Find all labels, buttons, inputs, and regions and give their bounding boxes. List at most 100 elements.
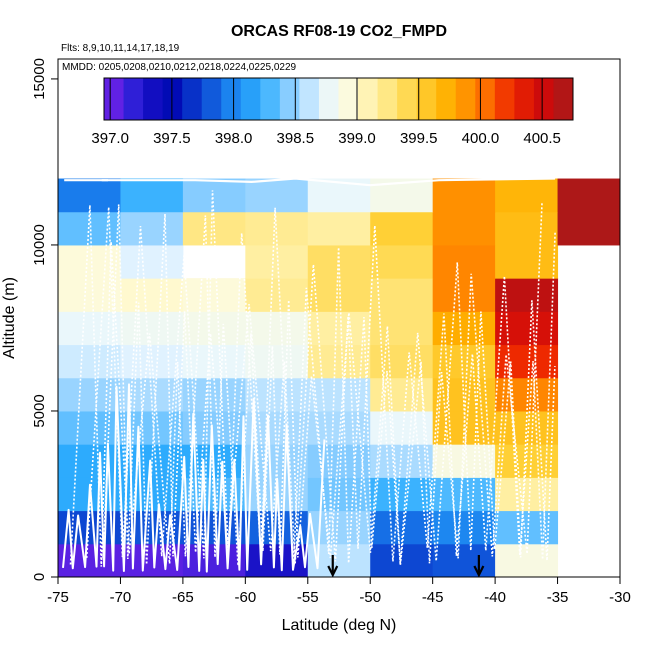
y-axis: 0 5000 10000 15000	[31, 58, 58, 581]
x-axis: -75 -70 -65 -60 -55 -50 -45 -40 -35 -30	[47, 577, 631, 606]
x-tick-label: -70	[110, 589, 132, 606]
colorbar-ticks: 397.0 397.5 398.0 398.5 399.0 399.5 400.0 400.5	[91, 78, 561, 147]
heatmap-cell	[307, 278, 371, 312]
flight-track	[101, 177, 556, 187]
heatmap-cell	[432, 278, 496, 312]
heatmap-cell	[58, 444, 121, 478]
x-tick-label: -30	[609, 589, 631, 606]
x-tick-label: -40	[484, 589, 506, 606]
colorbar-swatch	[299, 78, 320, 120]
colorbar-swatch	[182, 78, 203, 120]
latitude-arrows	[327, 555, 485, 578]
heatmap-cell	[182, 278, 246, 312]
colorbar-tick-label: 398.0	[215, 130, 253, 147]
heatmap-cell	[120, 278, 184, 312]
colorbar-tick-label: 400.5	[523, 130, 561, 147]
latitude-arrow-head	[327, 565, 339, 578]
colorbar-swatch	[494, 78, 515, 120]
colorbar-swatch	[318, 78, 339, 120]
flight-track	[69, 203, 543, 567]
heatmap-cell	[58, 244, 121, 279]
heatmap-cell	[120, 211, 184, 246]
heatmap-cell	[245, 178, 309, 213]
colorbar-swatch	[279, 78, 300, 120]
colorbar-swatch	[162, 78, 183, 120]
heatmap-cell	[120, 244, 184, 279]
heatmap-cell	[182, 311, 246, 346]
heatmap-cell	[432, 477, 496, 512]
heatmap-cell	[495, 311, 559, 346]
heatmap-cell	[58, 278, 121, 312]
colorbar-swatch	[416, 78, 437, 120]
colorbar-tick-label: 400.0	[462, 130, 500, 147]
heatmap-layer	[58, 178, 621, 578]
dates-note: MMDD: 0205,0208,0210,0212,0218,0224,0225…	[62, 62, 297, 73]
colorbar-swatch	[260, 78, 281, 120]
x-tick-label: -45	[422, 589, 444, 606]
y-tick-label: 10000	[31, 224, 48, 266]
heatmap-cell	[307, 311, 371, 346]
colorbar-tick-label: 399.5	[400, 130, 438, 147]
colorbar-swatch	[338, 78, 359, 120]
heatmap-cell	[245, 311, 309, 346]
heatmap-cell	[370, 344, 434, 379]
heatmap-cell	[495, 211, 559, 246]
colorbar-swatch	[104, 78, 125, 120]
heatmap-cell	[432, 510, 496, 545]
colorbar-swatch	[533, 78, 554, 120]
colorbar-tick-label: 397.5	[153, 130, 191, 147]
heatmap-cell	[58, 410, 121, 445]
plot-frame	[57, 58, 621, 578]
heatmap-cell	[58, 377, 121, 412]
heatmap-cell	[182, 543, 246, 578]
colorbar-swatch	[123, 78, 144, 120]
heatmap-cell	[370, 377, 434, 412]
heatmap-cell	[495, 510, 559, 545]
heatmap-cell	[432, 211, 496, 246]
x-tick-label: -35	[547, 589, 569, 606]
colorbar-swatch	[436, 78, 457, 120]
colorbar-swatch	[201, 78, 222, 120]
heatmap-cell	[58, 543, 121, 578]
y-axis-label: Altitude (m)	[1, 277, 18, 359]
heatmap-cell	[120, 311, 184, 346]
heatmap-cell	[370, 510, 434, 545]
x-tick-label: -50	[359, 589, 381, 606]
colorbar-swatch	[221, 78, 242, 120]
heatmap-cell	[557, 211, 621, 246]
heatmap-cell	[495, 477, 559, 512]
colorbar-swatch	[455, 78, 476, 120]
colorbar-swatch	[377, 78, 398, 120]
x-axis-label: Latitude (deg N)	[282, 617, 397, 634]
y-tick-label: 0	[31, 573, 48, 581]
x-tick-label: -65	[172, 589, 194, 606]
heatmap-cell	[245, 444, 309, 478]
heatmap-cell	[495, 244, 559, 279]
y-tick-label: 15000	[31, 58, 48, 100]
heatmap-cell	[182, 211, 246, 246]
x-tick-label: -60	[234, 589, 256, 606]
latitude-arrow-head	[473, 565, 485, 578]
colorbar-swatch	[397, 78, 418, 120]
chart-title: ORCAS RF08-19 CO2_FMPD	[231, 23, 447, 40]
y-tick-label: 5000	[31, 394, 48, 427]
colorbar-swatch	[240, 78, 261, 120]
x-tick-label: -75	[47, 589, 69, 606]
heatmap-cell	[182, 178, 246, 213]
heatmap-cell	[432, 311, 496, 346]
colorbar-swatch	[475, 78, 496, 120]
heatmap-cell	[432, 178, 496, 213]
heatmap-cell	[245, 244, 309, 279]
heatmap-cell	[370, 211, 434, 246]
heatmap-cell	[120, 178, 184, 213]
flight-track	[62, 383, 326, 573]
heatmap-cell	[432, 410, 496, 445]
colorbar-frame	[103, 77, 574, 121]
colorbar-tick-label: 397.0	[91, 130, 129, 147]
heatmap-cell	[432, 344, 496, 379]
heatmap-cell	[557, 178, 621, 213]
flight-track-layer	[62, 177, 556, 573]
heatmap-cell	[370, 278, 434, 312]
heatmap-cell	[307, 377, 371, 412]
